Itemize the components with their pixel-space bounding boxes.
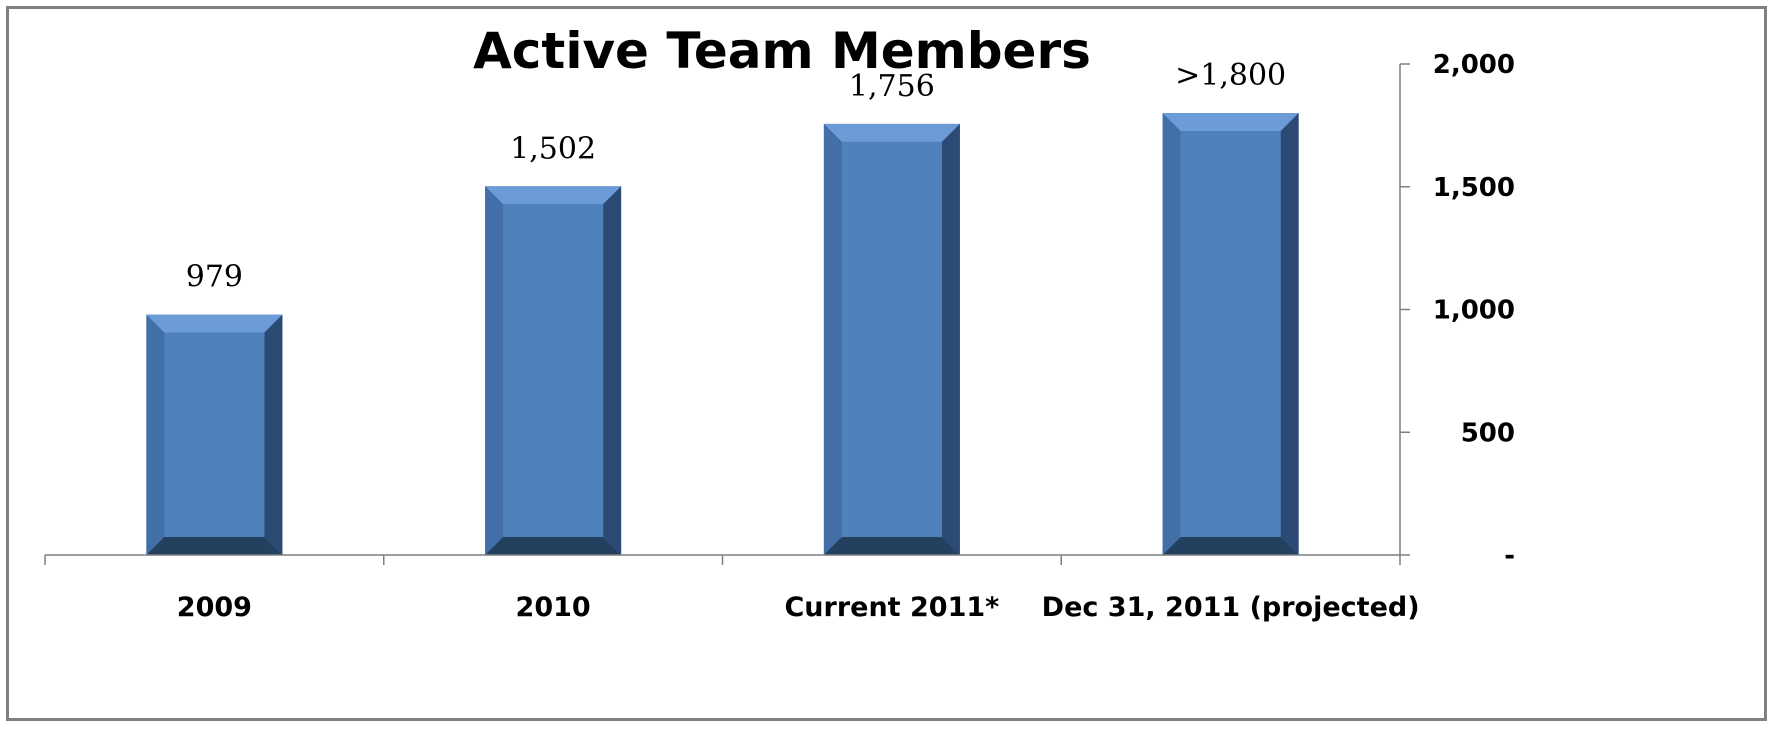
bar-bevel-right xyxy=(264,314,283,555)
category-label: Current 2011* xyxy=(784,592,999,623)
bar-4: >1,800 xyxy=(1162,58,1299,555)
bar-bevel-top xyxy=(485,186,622,205)
bar-bevel-bottom xyxy=(146,537,283,555)
data-label: 1,502 xyxy=(510,131,596,166)
data-label: >1,800 xyxy=(1175,58,1286,93)
bar-bevel-bottom xyxy=(1162,537,1299,555)
bar-3: 1,756 xyxy=(823,69,960,555)
bar-bevel-top xyxy=(146,314,283,333)
y-tick-label: 500 xyxy=(1461,418,1515,448)
bar-bevel-left xyxy=(823,123,842,555)
axes-group: 2009 2010 Current 2011* Dec 31, 2011 (proje… xyxy=(44,50,1515,623)
bar-bevel-left xyxy=(146,314,165,555)
bar-face xyxy=(164,332,265,537)
bar-bevel-bottom xyxy=(823,537,960,555)
bar-bevel-top xyxy=(1162,113,1299,132)
bar-2: 1,502 xyxy=(485,131,622,555)
y-tick-label: 1,500 xyxy=(1433,173,1515,203)
y-tick-label: 2,000 xyxy=(1433,50,1515,80)
category-label: 2009 xyxy=(177,592,252,623)
bar-bevel-right xyxy=(1280,113,1299,555)
bars-group: 979 1,502 1,756 >1,800 xyxy=(146,58,1299,555)
bar-bevel-right xyxy=(603,186,622,555)
data-label: 979 xyxy=(186,260,243,295)
category-label: Dec 31, 2011 (projected) xyxy=(1042,592,1420,623)
bar-bevel-left xyxy=(485,186,504,555)
bar-bevel-bottom xyxy=(485,537,622,555)
bar-bevel-right xyxy=(941,123,960,555)
chart-title: Active Team Members xyxy=(473,22,1091,80)
bar-face xyxy=(503,204,604,537)
category-label: 2010 xyxy=(516,592,591,623)
bar-bevel-left xyxy=(1162,113,1181,555)
bar-bevel-top xyxy=(823,123,960,142)
bar-face xyxy=(841,141,942,538)
bar-1: 979 xyxy=(146,260,283,555)
data-label: 1,756 xyxy=(849,69,935,104)
y-tick-label: - xyxy=(1504,541,1515,571)
bar-face xyxy=(1180,131,1281,537)
y-tick-label: 1,000 xyxy=(1433,296,1515,326)
